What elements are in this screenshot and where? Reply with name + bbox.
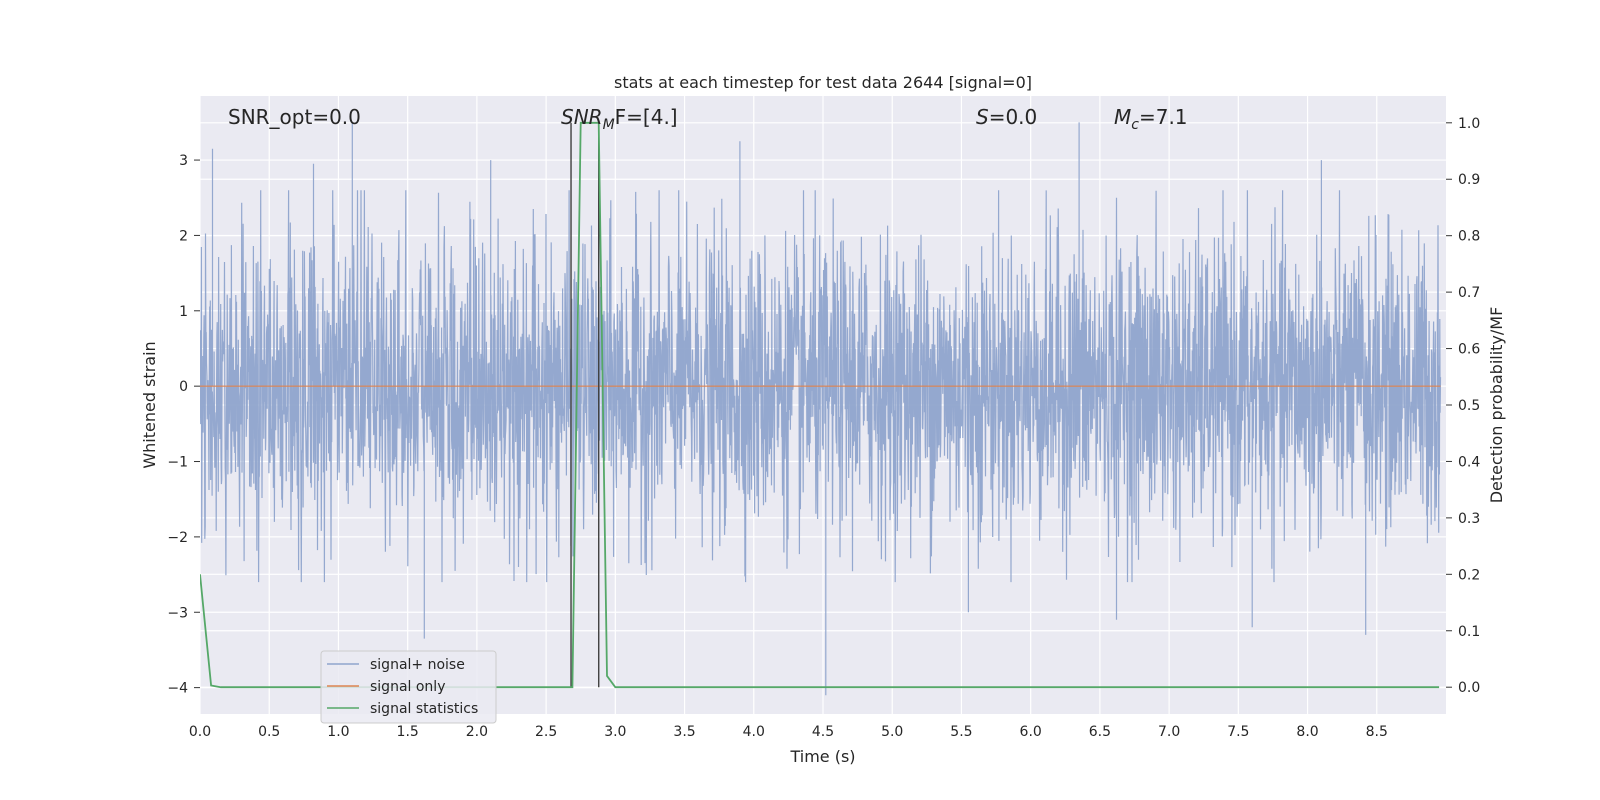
x-tick-label: 3.0 [604, 724, 626, 740]
annotation-s-rest: =0.0 [989, 105, 1038, 129]
x-tick-label: 8.5 [1366, 724, 1388, 740]
annotation-mc-rest: =7.1 [1139, 105, 1188, 129]
y2-tick-label: 0.6 [1458, 342, 1480, 358]
x-tick-label: 2.0 [466, 724, 488, 740]
y2-tick-label: 0.9 [1458, 172, 1480, 188]
annotation-snr-mf-rest: F=[4.] [615, 105, 678, 129]
annotation-mc-base: M [1114, 105, 1131, 129]
y2-tick-label: 0.2 [1458, 567, 1480, 583]
x-tick-label: 6.0 [1020, 724, 1042, 740]
y-tick-label: −1 [167, 455, 188, 471]
x-tick-label: 0.0 [189, 724, 211, 740]
y2-tick-label: 0.4 [1458, 454, 1480, 470]
y2-tick-label: 0.7 [1458, 285, 1480, 301]
series-signal-noise-line [200, 122, 1442, 696]
x-tick-label: 8.0 [1296, 724, 1318, 740]
y-axis-ticks: −4 −3 −2 −1 0 1 2 3 [167, 153, 200, 697]
x-tick-label: 1.5 [397, 724, 419, 740]
x-tick-label: 7.0 [1158, 724, 1180, 740]
x-tick-label: 2.5 [535, 724, 557, 740]
legend-label-signal-statistics: signal statistics [370, 701, 478, 717]
y-tick-label: −3 [167, 605, 188, 621]
x-tick-label: 5.5 [950, 724, 972, 740]
chart-title: stats at each timestep for test data 264… [614, 73, 1032, 92]
annotation-mc-sub: c [1131, 117, 1139, 133]
y2-axis-ticks: 0.0 0.1 0.2 0.3 0.4 0.5 0.6 0.7 0.8 0.9 1.0 [1446, 116, 1480, 696]
x-tick-label: 5.0 [881, 724, 903, 740]
y-tick-label: −4 [167, 681, 188, 697]
y-tick-label: 3 [179, 153, 188, 169]
annotation-s: S=0.0 [976, 105, 1037, 129]
y2-tick-label: 0.5 [1458, 398, 1480, 414]
annotation-snr-opt: SNR_opt=0.0 [228, 105, 361, 129]
x-tick-label: 6.5 [1089, 724, 1111, 740]
x-tick-label: 0.5 [258, 724, 280, 740]
y2-axis-label: Detection probability/MF [1487, 307, 1506, 504]
y2-tick-label: 1.0 [1458, 116, 1480, 132]
y-tick-label: 2 [179, 228, 188, 244]
y2-tick-label: 0.8 [1458, 229, 1480, 245]
series-signal-statistics-line [200, 121, 1440, 689]
x-axis-label: Time (s) [789, 747, 855, 766]
x-tick-label: 4.5 [812, 724, 834, 740]
annotation-snr-mf: SNRMF=[4.] [561, 105, 678, 133]
legend-box [320, 650, 497, 724]
legend: signal+ noise signal only signal statist… [320, 650, 497, 724]
x-tick-label: 1.0 [327, 724, 349, 740]
annotation-mc: Mc=7.1 [1114, 105, 1188, 133]
y-axis-label: Whitened strain [140, 341, 159, 468]
legend-label-signal-only: signal only [370, 679, 445, 695]
y2-tick-label: 0.1 [1458, 624, 1480, 640]
y-tick-label: 1 [179, 304, 188, 320]
annotation-snr-mf-base: SNR [561, 105, 603, 129]
x-tick-label: 7.5 [1227, 724, 1249, 740]
x-tick-label: 4.0 [743, 724, 765, 740]
series-layer [200, 121, 1442, 696]
legend-label-signal-noise: signal+ noise [370, 657, 465, 673]
y2-tick-label: 0.0 [1458, 680, 1480, 696]
y2-tick-label: 0.3 [1458, 511, 1480, 527]
x-axis-ticks: 0.0 0.5 1.0 1.5 2.0 2.5 3.0 3.5 4.0 4.5 5.0 5.5 6.0 6… [189, 724, 1388, 740]
y-tick-label: −2 [167, 530, 188, 546]
annotation-s-base: S [976, 105, 989, 129]
y-tick-label: 0 [179, 379, 188, 395]
x-tick-label: 3.5 [673, 724, 695, 740]
annotation-snr-mf-sub: M [603, 117, 615, 133]
